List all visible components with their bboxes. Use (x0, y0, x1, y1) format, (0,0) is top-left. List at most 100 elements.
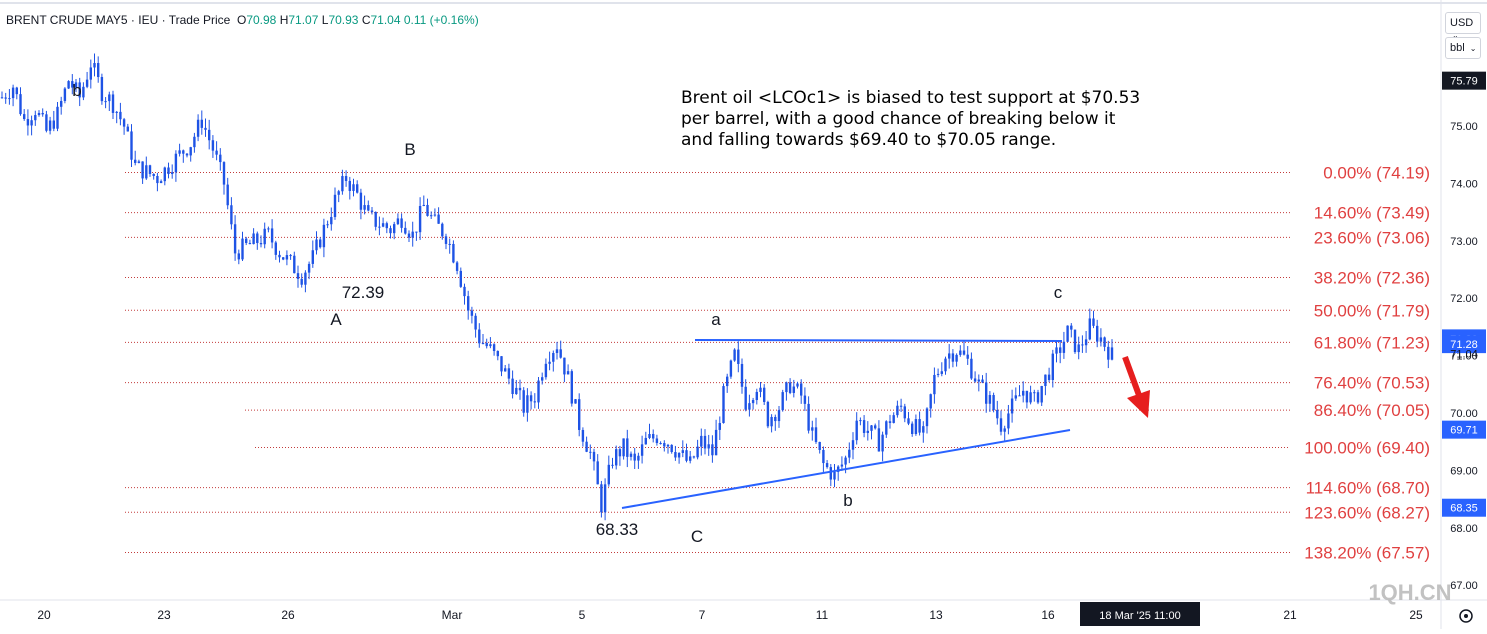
candle-body (367, 205, 370, 211)
candle-body (692, 456, 696, 458)
time-axis: 20 23 26 Mar 5 7 11 13 16 21 25 (37, 608, 1423, 622)
candle-body (82, 86, 85, 98)
candle-body (307, 263, 311, 273)
candle-body (529, 395, 533, 402)
candle-body (63, 88, 67, 101)
candle-body (555, 349, 559, 354)
candle-body (418, 205, 422, 233)
candle-body (541, 377, 544, 381)
candle-body (492, 344, 496, 352)
candle-body (189, 147, 192, 156)
price-badge (1442, 71, 1486, 90)
candle-body (1047, 374, 1051, 381)
candle-body (1014, 395, 1017, 399)
candle-body (566, 371, 570, 375)
candle-body (326, 224, 329, 226)
candle-body (196, 119, 200, 137)
candle-body (703, 435, 707, 449)
x-tick-label: 16 (1041, 608, 1055, 622)
candle-body (237, 253, 240, 260)
candle-body (844, 457, 847, 465)
candle-body (515, 387, 518, 395)
x-tick-label: 25 (1409, 608, 1423, 622)
candle-body (145, 165, 148, 179)
candle-body (807, 403, 810, 431)
candle-body (300, 278, 303, 285)
candle-body (955, 354, 958, 362)
candle-body (1055, 347, 1058, 354)
chevron-down-icon: ⌄ (1469, 44, 1477, 53)
candle-body (78, 82, 81, 98)
resistance-trendline[interactable] (694, 339, 1063, 342)
unit-select[interactable]: bbl ⌄ (1445, 37, 1481, 59)
candle-body (356, 184, 359, 193)
candle-body (122, 119, 126, 127)
candle-body (633, 453, 636, 461)
candle-body (411, 231, 414, 238)
candle-body (485, 343, 488, 347)
candle-body (966, 354, 969, 359)
trendlines (621, 339, 1071, 509)
candle-body (726, 376, 729, 387)
y-tick-label: 68.00 (1450, 523, 1478, 535)
candle-body (282, 257, 285, 260)
price-type: · Trade Price (161, 13, 231, 27)
price-badge-label: 75.79 (1450, 76, 1478, 88)
symbol-name[interactable]: BRENT CRUDE MAY5 (6, 13, 128, 27)
candle-body (770, 416, 773, 427)
price-badge (1442, 420, 1486, 439)
wave-label: a (711, 310, 721, 329)
candle-body (1007, 413, 1010, 429)
candle-body (751, 400, 755, 404)
currency-label: USD (1450, 17, 1474, 29)
candle-body (825, 463, 829, 468)
candle-body (611, 464, 614, 466)
close-label: C (361, 13, 371, 27)
candle-body (56, 106, 59, 129)
support-trendline[interactable] (621, 429, 1071, 509)
settings-gear-icon[interactable] (1459, 609, 1473, 623)
candle-body (330, 217, 333, 225)
chevron-down-icon: ⌄ (1452, 31, 1459, 40)
candle-body (26, 119, 30, 126)
candle-body (141, 161, 144, 179)
price-badge-label: 71.28 (1450, 339, 1478, 351)
candle-body (689, 456, 692, 461)
y-tick-label: 71.00 (1450, 351, 1478, 363)
candle-body (596, 461, 599, 485)
currency-select[interactable]: USD ⌄ (1445, 12, 1481, 40)
candle-body (992, 395, 995, 410)
wave-label: 72.39 (342, 283, 385, 302)
candle-body (1081, 344, 1084, 346)
candle-body (452, 243, 455, 263)
watermark: 1QH.CN (1368, 580, 1451, 605)
fib-level-label: 38.20% (72.36) (1314, 269, 1430, 288)
x-tick-label: 20 (37, 608, 51, 622)
candle-body (777, 410, 781, 422)
candle-body (248, 242, 252, 245)
candle-body (270, 228, 274, 243)
candle-body (278, 254, 281, 258)
candle-body (137, 161, 141, 163)
candle-body (548, 361, 551, 364)
candle-body (881, 434, 884, 452)
candle-body (1044, 374, 1047, 387)
candle-body (489, 344, 492, 347)
candle-body (1003, 428, 1006, 432)
candle-body (748, 403, 751, 410)
close-value: 71.04 (370, 13, 401, 27)
candle-body (459, 270, 462, 287)
candle-body (285, 255, 289, 260)
fib-level-label: 23.60% (73.06) (1314, 228, 1430, 247)
candle-body (640, 444, 644, 456)
candle-body (1096, 325, 1099, 342)
candle-body (585, 441, 588, 452)
candle-body (603, 484, 607, 513)
candle-body (100, 77, 104, 102)
candle-body (1025, 390, 1029, 403)
candle-body (211, 140, 215, 151)
candle-body (518, 387, 522, 391)
candle-body (1107, 346, 1110, 360)
